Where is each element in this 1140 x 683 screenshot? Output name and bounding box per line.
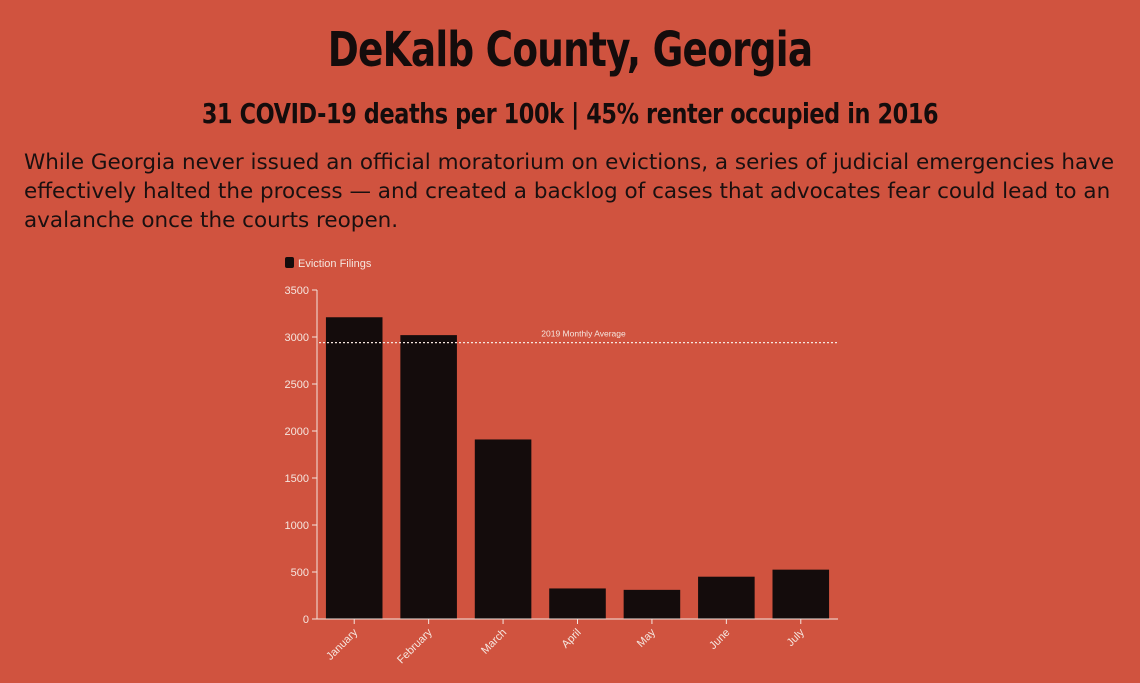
x-tick-label: May <box>635 626 659 650</box>
reference-line-label: 2019 Monthly Average <box>541 329 626 339</box>
bar-july <box>772 569 830 619</box>
x-axis: January February March April May June July <box>317 618 838 666</box>
bar-may <box>623 589 681 619</box>
bar-june <box>698 576 755 619</box>
legend-label: Eviction Filings <box>298 258 372 270</box>
legend-swatch <box>285 257 294 268</box>
y-axis: 0 500 1000 1500 2000 2500 3000 3500 <box>285 285 318 626</box>
bar-january <box>325 317 383 619</box>
y-tick-label: 500 <box>291 567 309 579</box>
y-tick-label: 1500 <box>285 473 309 485</box>
y-tick-label: 0 <box>303 614 309 626</box>
x-tick-label: February <box>395 626 435 666</box>
x-tick-label: July <box>785 626 808 649</box>
chart-legend: Eviction Filings <box>285 257 372 270</box>
y-tick-label: 2000 <box>285 426 309 438</box>
x-tick-label: June <box>707 627 732 652</box>
y-tick-label: 2500 <box>285 379 309 391</box>
x-tick-label: April <box>560 627 584 651</box>
y-tick-label: 3500 <box>285 285 309 297</box>
y-tick-label: 3000 <box>285 332 309 344</box>
x-tick-label: January <box>324 626 361 663</box>
x-tick-label: March <box>479 627 509 657</box>
reference-line-group: 2019 Monthly Average <box>319 329 838 344</box>
bars <box>325 317 830 619</box>
page-subtitle: 31 COVID-19 deaths per 100k | 45% renter… <box>201 97 939 130</box>
y-tick-label: 1000 <box>285 520 309 532</box>
description-text: While Georgia never issued an official m… <box>24 150 1115 233</box>
page-title: DeKalb County, Georgia <box>327 22 813 78</box>
bar-february <box>400 335 457 619</box>
bar-march <box>474 439 532 619</box>
bar-april <box>549 588 606 619</box>
